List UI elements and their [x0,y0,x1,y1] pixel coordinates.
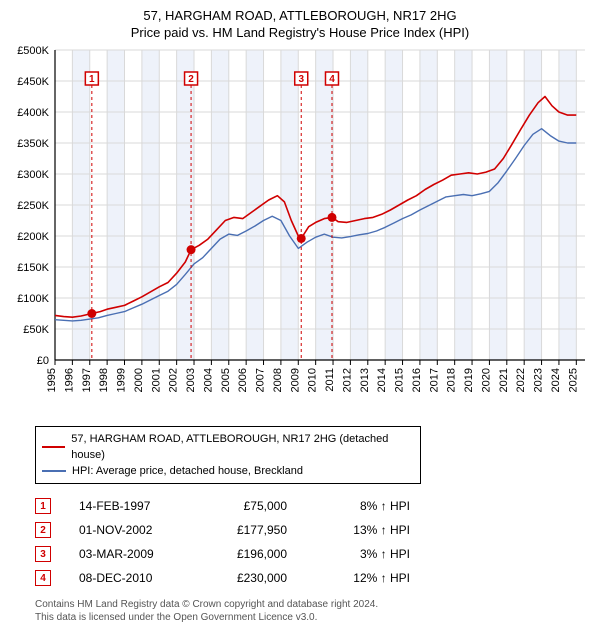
legend-swatch [42,470,66,472]
y-tick-label: £250K [17,200,49,212]
event-num: 4 [35,570,51,586]
x-tick-label: 2015 [394,368,406,392]
y-tick-label: £450K [17,76,49,88]
y-tick-label: £200K [17,231,49,243]
footer-line1: Contains HM Land Registry data © Crown c… [35,598,580,611]
event-date: 03-MAR-2009 [79,547,179,561]
event-row: 3 03-MAR-2009 £196,000 3% ↑ HPI [35,542,580,566]
x-tick-label: 1995 [46,368,58,392]
year-marker-num: 2 [188,74,194,85]
x-tick-label: 2007 [255,368,267,392]
x-tick-label: 1996 [63,368,75,392]
event-num: 1 [35,498,51,514]
event-pct: 12% ↑ HPI [315,571,410,585]
legend-swatch [42,446,65,448]
event-row: 1 14-FEB-1997 £75,000 8% ↑ HPI [35,494,580,518]
event-num: 2 [35,522,51,538]
y-tick-label: £50K [23,324,49,336]
events-table: 1 14-FEB-1997 £75,000 8% ↑ HPI 2 01-NOV-2002 £… [35,494,580,590]
title-block: 57, HARGHAM ROAD, ATTLEBOROUGH, NR17 2HG… [0,0,600,40]
x-tick-label: 2008 [272,368,284,392]
x-tick-label: 1999 [116,368,128,392]
x-tick-label: 2024 [550,368,562,392]
x-tick-label: 2025 [567,368,579,392]
event-date: 14-FEB-1997 [79,499,179,513]
y-tick-label: £400K [17,107,49,119]
legend-label: 57, HARGHAM ROAD, ATTLEBOROUGH, NR17 2HG… [71,431,414,463]
x-tick-label: 2023 [533,368,545,392]
chart-container: 57, HARGHAM ROAD, ATTLEBOROUGH, NR17 2HG… [0,0,600,624]
x-tick-label: 2021 [498,368,510,392]
x-tick-label: 2011 [324,368,336,392]
legend: 57, HARGHAM ROAD, ATTLEBOROUGH, NR17 2HG… [35,426,421,484]
x-tick-label: 2003 [185,368,197,392]
x-tick-label: 2013 [359,368,371,392]
event-price: £177,950 [207,523,287,537]
event-price: £230,000 [207,571,287,585]
x-tick-label: 2001 [150,368,162,392]
event-price: £75,000 [207,499,287,513]
footer: Contains HM Land Registry data © Crown c… [35,598,580,624]
legend-row: 57, HARGHAM ROAD, ATTLEBOROUGH, NR17 2HG… [42,431,414,463]
y-tick-label: £300K [17,169,49,181]
x-tick-label: 2017 [428,368,440,392]
x-tick-label: 2002 [168,368,180,392]
x-tick-label: 2005 [220,368,232,392]
legend-label: HPI: Average price, detached house, Brec… [72,463,303,479]
event-num: 3 [35,546,51,562]
year-marker-num: 4 [329,74,335,85]
x-tick-label: 2006 [237,368,249,392]
y-tick-label: £0 [37,355,49,367]
x-tick-label: 2016 [411,368,423,392]
x-tick-label: 2022 [515,368,527,392]
title-subtitle: Price paid vs. HM Land Registry's House … [0,25,600,40]
x-tick-label: 2020 [480,368,492,392]
x-tick-label: 2009 [289,368,301,392]
event-row: 4 08-DEC-2010 £230,000 12% ↑ HPI [35,566,580,590]
x-tick-label: 2012 [341,368,353,392]
x-tick-label: 2019 [463,368,475,392]
event-row: 2 01-NOV-2002 £177,950 13% ↑ HPI [35,518,580,542]
event-pct: 3% ↑ HPI [315,547,410,561]
year-marker-num: 3 [298,74,304,85]
x-tick-label: 1997 [81,368,93,392]
chart-svg: £0 £50K £100K £150K £200K £250K £300K £350K £400… [0,40,600,420]
legend-row: HPI: Average price, detached house, Brec… [42,463,414,479]
x-tick-label: 2000 [133,368,145,392]
event-price: £196,000 [207,547,287,561]
event-date: 01-NOV-2002 [79,523,179,537]
event-pct: 13% ↑ HPI [315,523,410,537]
y-tick-label: £350K [17,138,49,150]
x-tick-label: 2014 [376,368,388,392]
footer-line2: This data is licensed under the Open Gov… [35,611,580,624]
x-tick-label: 1998 [98,368,110,392]
y-tick-label: £150K [17,262,49,274]
title-address: 57, HARGHAM ROAD, ATTLEBOROUGH, NR17 2HG [0,8,600,23]
x-tick-label: 2010 [307,368,319,392]
event-pct: 8% ↑ HPI [315,499,410,513]
x-tick-label: 2004 [202,368,214,392]
event-date: 08-DEC-2010 [79,571,179,585]
year-marker-num: 1 [89,74,95,85]
y-tick-label: £500K [17,45,49,57]
chart: £0 £50K £100K £150K £200K £250K £300K £350K £400… [0,40,600,420]
x-tick-label: 2018 [446,368,458,392]
y-tick-label: £100K [17,293,49,305]
